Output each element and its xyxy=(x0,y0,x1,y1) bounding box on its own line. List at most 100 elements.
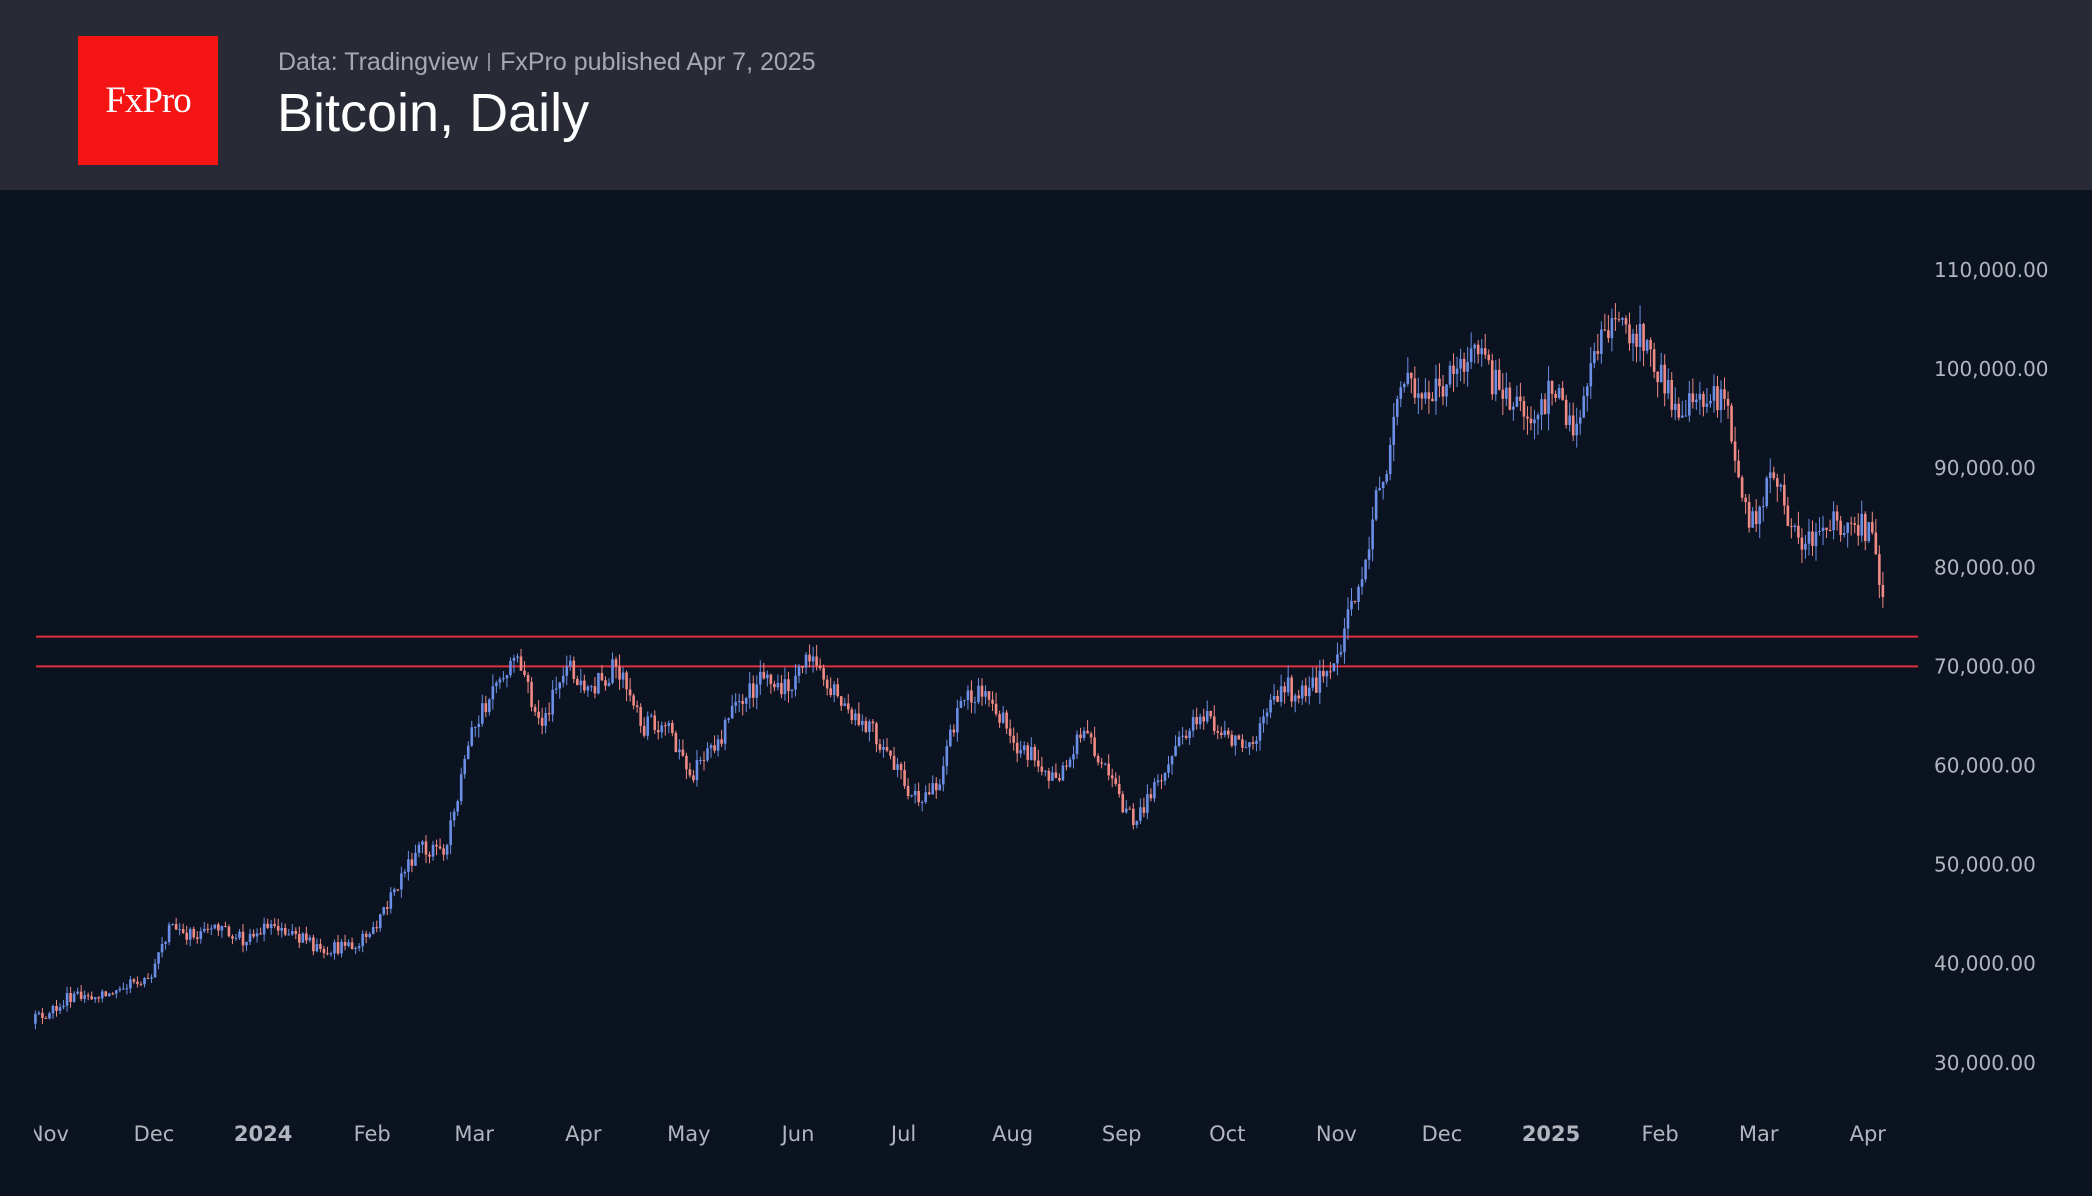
candle xyxy=(1149,788,1153,802)
candle-body xyxy=(1371,519,1374,550)
candle-body xyxy=(389,892,393,909)
candle xyxy=(987,691,991,707)
candle-body xyxy=(839,696,843,706)
candle-body xyxy=(364,933,368,937)
candle-body xyxy=(1124,808,1128,813)
candle-body xyxy=(167,924,171,943)
time-tick-label: Oct xyxy=(1209,1122,1245,1146)
candle-body xyxy=(1262,716,1265,724)
candle xyxy=(259,927,262,935)
candle-body xyxy=(1297,695,1301,699)
candle-body xyxy=(37,1012,41,1015)
candle-body xyxy=(639,707,642,726)
candle-body xyxy=(203,928,206,932)
candle xyxy=(389,887,393,914)
candle-body xyxy=(1402,383,1406,388)
candle xyxy=(822,664,825,687)
candle-body xyxy=(1392,416,1396,445)
candle-body xyxy=(1730,405,1733,442)
candle xyxy=(164,940,167,950)
candle-body xyxy=(1234,735,1237,746)
candle xyxy=(1547,366,1550,431)
candle xyxy=(949,724,952,748)
candle-body xyxy=(1219,732,1223,735)
candle-body xyxy=(252,933,255,937)
candle-body xyxy=(1037,760,1040,767)
candle xyxy=(568,655,572,671)
candle xyxy=(1867,521,1871,544)
candles xyxy=(34,303,1885,1030)
candle xyxy=(1086,720,1089,734)
candle xyxy=(572,656,576,684)
candle-body xyxy=(1564,399,1568,426)
candle-body xyxy=(259,933,262,935)
candle xyxy=(970,680,973,714)
candle xyxy=(132,977,136,984)
candle xyxy=(818,658,822,671)
candle xyxy=(1871,511,1874,535)
candle-body xyxy=(980,685,984,697)
candle xyxy=(333,939,336,960)
candle xyxy=(118,986,122,993)
candle xyxy=(1026,742,1030,768)
candle xyxy=(994,692,998,717)
candle xyxy=(364,930,368,944)
candle xyxy=(1139,798,1142,825)
candle xyxy=(428,851,431,864)
candle-body xyxy=(1195,717,1198,725)
candle xyxy=(1733,426,1737,473)
candle-body xyxy=(1698,393,1702,400)
candle xyxy=(354,946,357,955)
candle xyxy=(1596,333,1600,361)
candle xyxy=(1058,773,1061,782)
candle xyxy=(1779,483,1783,492)
candle-body xyxy=(621,672,625,680)
candle-body xyxy=(1863,513,1867,542)
candle-body xyxy=(540,717,544,726)
candle xyxy=(220,925,224,938)
candle xyxy=(315,938,319,953)
candle-body xyxy=(1512,406,1515,410)
data-source: Data: Tradingview xyxy=(278,48,479,76)
candle xyxy=(385,901,389,916)
candle xyxy=(526,672,530,694)
candle xyxy=(1072,745,1075,769)
candle xyxy=(1417,377,1420,415)
candle xyxy=(776,674,780,691)
candle xyxy=(843,697,847,707)
candle-body xyxy=(885,747,889,751)
candle-body xyxy=(1121,794,1125,813)
candle-body xyxy=(600,672,604,681)
candle-body xyxy=(1768,472,1772,478)
candle xyxy=(1174,735,1177,757)
candle xyxy=(695,750,699,787)
candle xyxy=(977,677,980,705)
candle xyxy=(319,938,322,953)
price-tick-label: 50,000.00 xyxy=(1934,853,2036,877)
candle-body xyxy=(1022,745,1026,751)
candle-body xyxy=(1357,586,1360,602)
candle xyxy=(561,667,565,688)
candle xyxy=(100,989,104,1003)
candle xyxy=(1121,790,1125,814)
price-axis[interactable]: 110,000.00 100,000.00 90,000.00 80,000.00 70… xyxy=(1934,258,2049,1075)
candle xyxy=(1842,525,1846,538)
candle-body xyxy=(1413,378,1417,398)
candle xyxy=(924,785,927,805)
candle-body xyxy=(1568,415,1571,426)
candle-body xyxy=(210,928,213,930)
candle xyxy=(435,839,438,856)
candle-body xyxy=(1575,423,1579,436)
candle-body xyxy=(171,924,174,926)
candle xyxy=(481,694,484,727)
candle-body xyxy=(1600,329,1603,354)
price-chart[interactable]: 110,000.00 100,000.00 90,000.00 80,000.00 70… xyxy=(0,190,2092,1196)
candle xyxy=(192,926,196,940)
candle xyxy=(1054,763,1058,779)
candle-body xyxy=(1790,525,1793,528)
time-axis[interactable]: Nov Dec 2024 Feb Mar Apr May Jun Jul Aug Sep Oct Nov… xyxy=(28,1122,1886,1146)
candle xyxy=(794,663,797,697)
candle xyxy=(322,945,326,959)
candle-body xyxy=(452,811,456,821)
candle xyxy=(1283,681,1286,704)
